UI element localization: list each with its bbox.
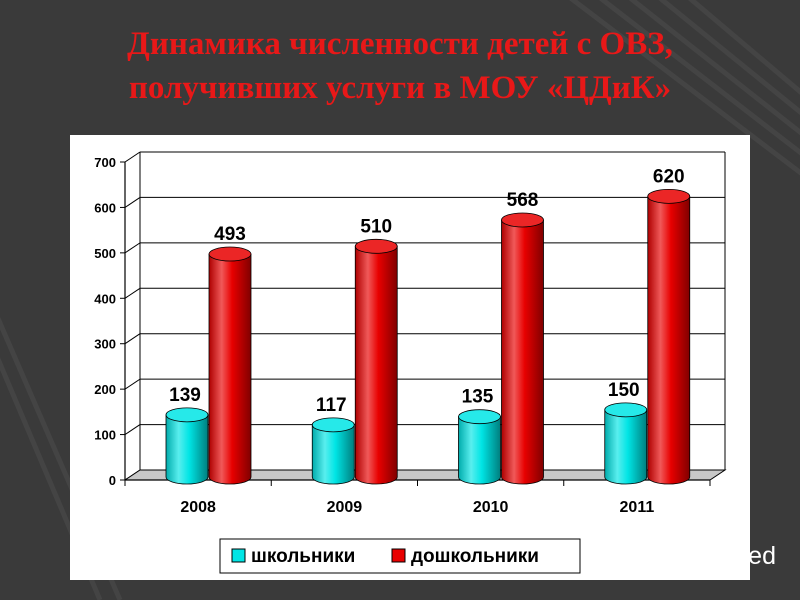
data-label-школьники-2010: 135 (462, 387, 494, 408)
y-tick-label-0: 0 (109, 473, 116, 488)
bar-top-школьники-2011 (604, 402, 648, 418)
y-tick-label-2: 200 (94, 382, 116, 397)
x-tick-label-2011: 2011 (620, 499, 655, 516)
chart-panel: 0 100 200 300 400 500 600 700 2008 2009 2010 2011 13… (70, 135, 750, 580)
y-tick-label-1: 100 (94, 428, 116, 443)
bar-top-школьники-2010 (458, 409, 501, 425)
chart-title: Динамика численности детей с ОВЗ, получи… (0, 22, 800, 110)
y-tick-label-3: 300 (94, 337, 116, 352)
bar-дошкольники-2011 (647, 195, 691, 485)
gridline-depth-2 (124, 378, 141, 390)
bar-top-дошкольники-2011 (647, 188, 691, 204)
legend-label-школьники: школьники (251, 546, 355, 567)
y-tick-label-4: 400 (94, 291, 116, 306)
x-tick-label-2010: 2010 (473, 499, 509, 516)
gridline-depth-1 (124, 424, 141, 435)
y-tick-label-7: 700 (94, 155, 116, 170)
y-tick-label-6: 600 (94, 200, 116, 215)
legend-label-дошкольники: дошкольники (411, 546, 539, 567)
bar-дошкольники-2008 (208, 253, 252, 485)
gridline-depth-6 (124, 197, 141, 208)
data-label-дошкольники-2011: 620 (653, 166, 685, 187)
gridline-depth-7 (124, 151, 141, 163)
bar-школьники-2009 (311, 424, 355, 485)
bar-дошкольники-2010 (501, 219, 544, 485)
legend-swatch-дошкольники (391, 548, 406, 563)
bar-школьники-2011 (604, 409, 648, 485)
data-label-школьники-2011: 150 (608, 380, 640, 401)
bar-top-дошкольники-2008 (208, 246, 252, 262)
x-tick-label-2009: 2009 (327, 499, 363, 516)
bar-top-дошкольники-2009 (354, 238, 398, 254)
gridline-depth-4 (124, 287, 141, 299)
bar-top-дошкольники-2010 (501, 212, 544, 228)
bar-chart: 0 100 200 300 400 500 600 700 2008 2009 2010 2011 13… (94, 151, 727, 574)
chart-title-line2: получивших услуги в МОУ «ЦДиК» (128, 70, 672, 106)
bar-школьники-2010 (458, 416, 501, 485)
y-tick-label-5: 500 (94, 246, 116, 261)
data-label-дошкольники-2008: 493 (214, 224, 246, 245)
legend-swatch-школьники (231, 548, 246, 563)
bar-школьники-2008 (165, 414, 209, 485)
watermark: MyShared (622, 538, 776, 574)
bar-top-школьники-2008 (165, 407, 209, 423)
watermark-text: MyShared (662, 541, 776, 570)
presentation-board-icon (624, 540, 654, 573)
chart-title-line1: Динамика численности детей с ОВЗ, (127, 26, 673, 62)
gridline-depth-3 (124, 333, 141, 345)
x-tick-label-2008: 2008 (180, 499, 216, 516)
data-label-школьники-2008: 139 (169, 385, 201, 406)
gridline-depth-5 (124, 242, 141, 254)
data-label-дошкольники-2009: 510 (360, 216, 392, 237)
data-label-дошкольники-2010: 568 (507, 190, 539, 211)
bar-дошкольники-2009 (354, 245, 398, 485)
data-label-школьники-2009: 117 (316, 395, 347, 416)
bar-top-школьники-2009 (311, 417, 355, 433)
